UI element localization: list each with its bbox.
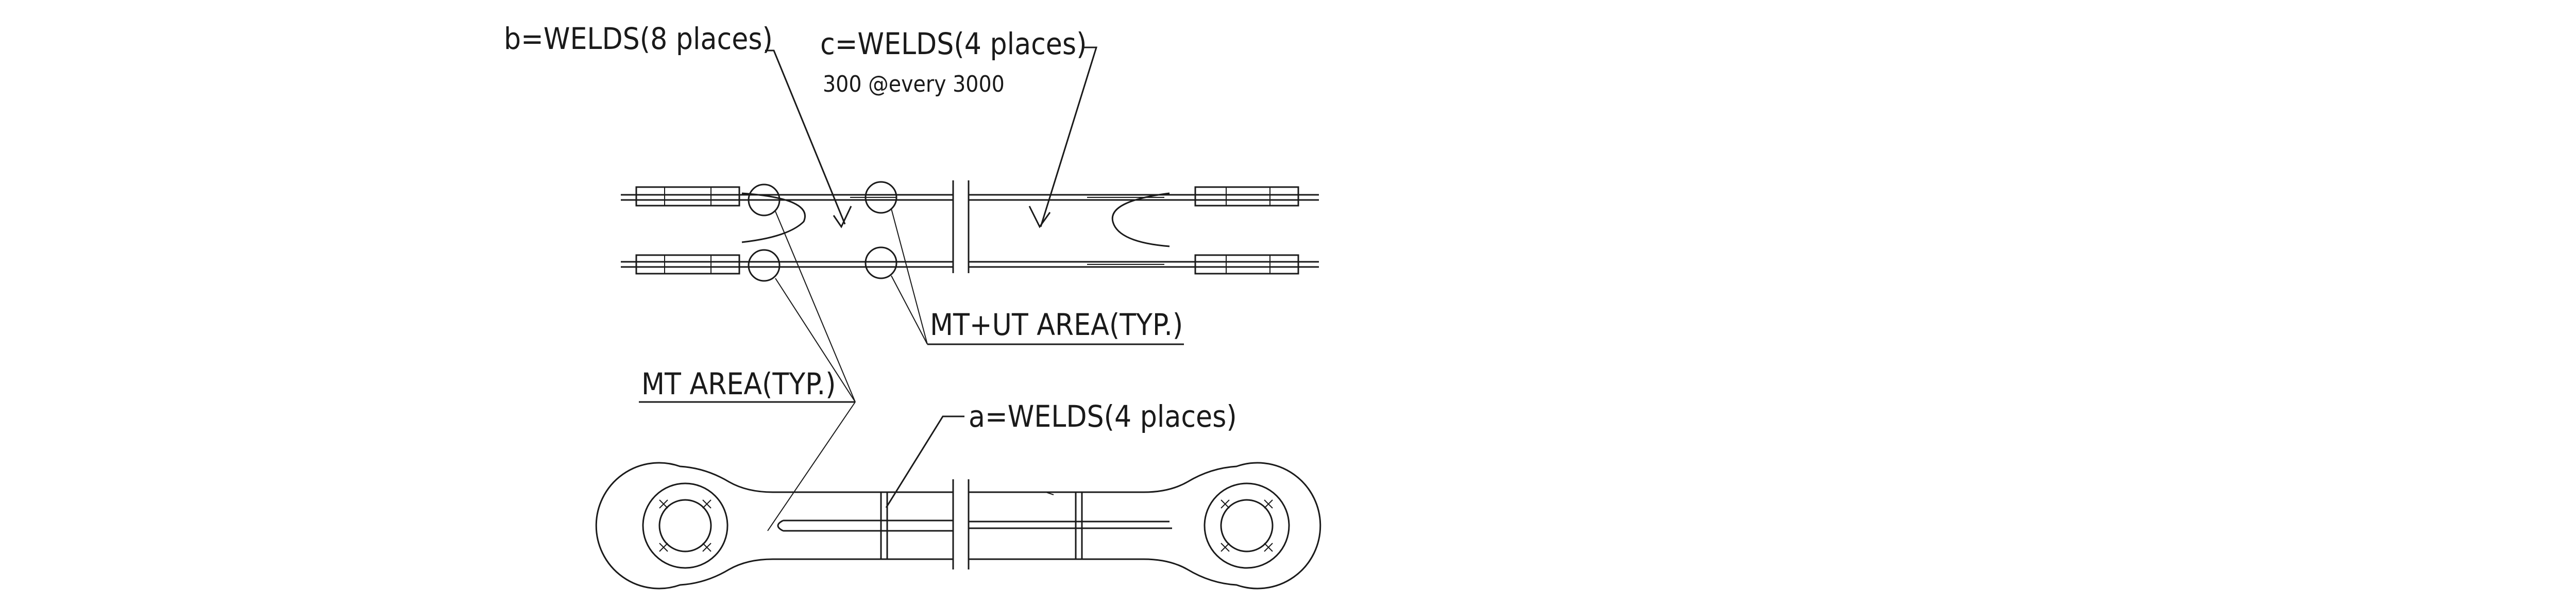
mt-area-callout: MT AREA(TYP.) [639, 211, 856, 531]
weld-a-label: a=WELDS(4 places) [969, 399, 1237, 434]
weld-c-spacing-label: 300 @every 3000 [823, 71, 1005, 97]
left-pin-hole [642, 482, 728, 569]
weld-c-callout: c=WELDS(4 places) 300 @every 3000 [820, 26, 1098, 227]
lower-plate [621, 254, 1319, 275]
inspection-circles [748, 181, 897, 282]
weld-a-callout: a=WELDS(4 places) [885, 399, 1237, 508]
mt-ut-area-label: MT+UT AREA(TYP.) [930, 307, 1183, 342]
stiffener-plates [880, 492, 1083, 559]
mt-ut-area-callout: MT+UT AREA(TYP.) [891, 208, 1184, 345]
mt-area-label: MT AREA(TYP.) [641, 366, 836, 401]
weld-b-callout: b=WELDS(8 places) [504, 21, 846, 225]
link-elevation [595, 462, 1321, 590]
top-view [621, 180, 1319, 282]
upper-plate [621, 186, 1319, 247]
weld-c-label: c=WELDS(4 places) [820, 26, 1087, 61]
break-lines [952, 180, 970, 273]
weld-symbols [833, 206, 1051, 229]
right-pin-hole [1204, 482, 1290, 569]
weld-b-label: b=WELDS(8 places) [504, 21, 773, 56]
